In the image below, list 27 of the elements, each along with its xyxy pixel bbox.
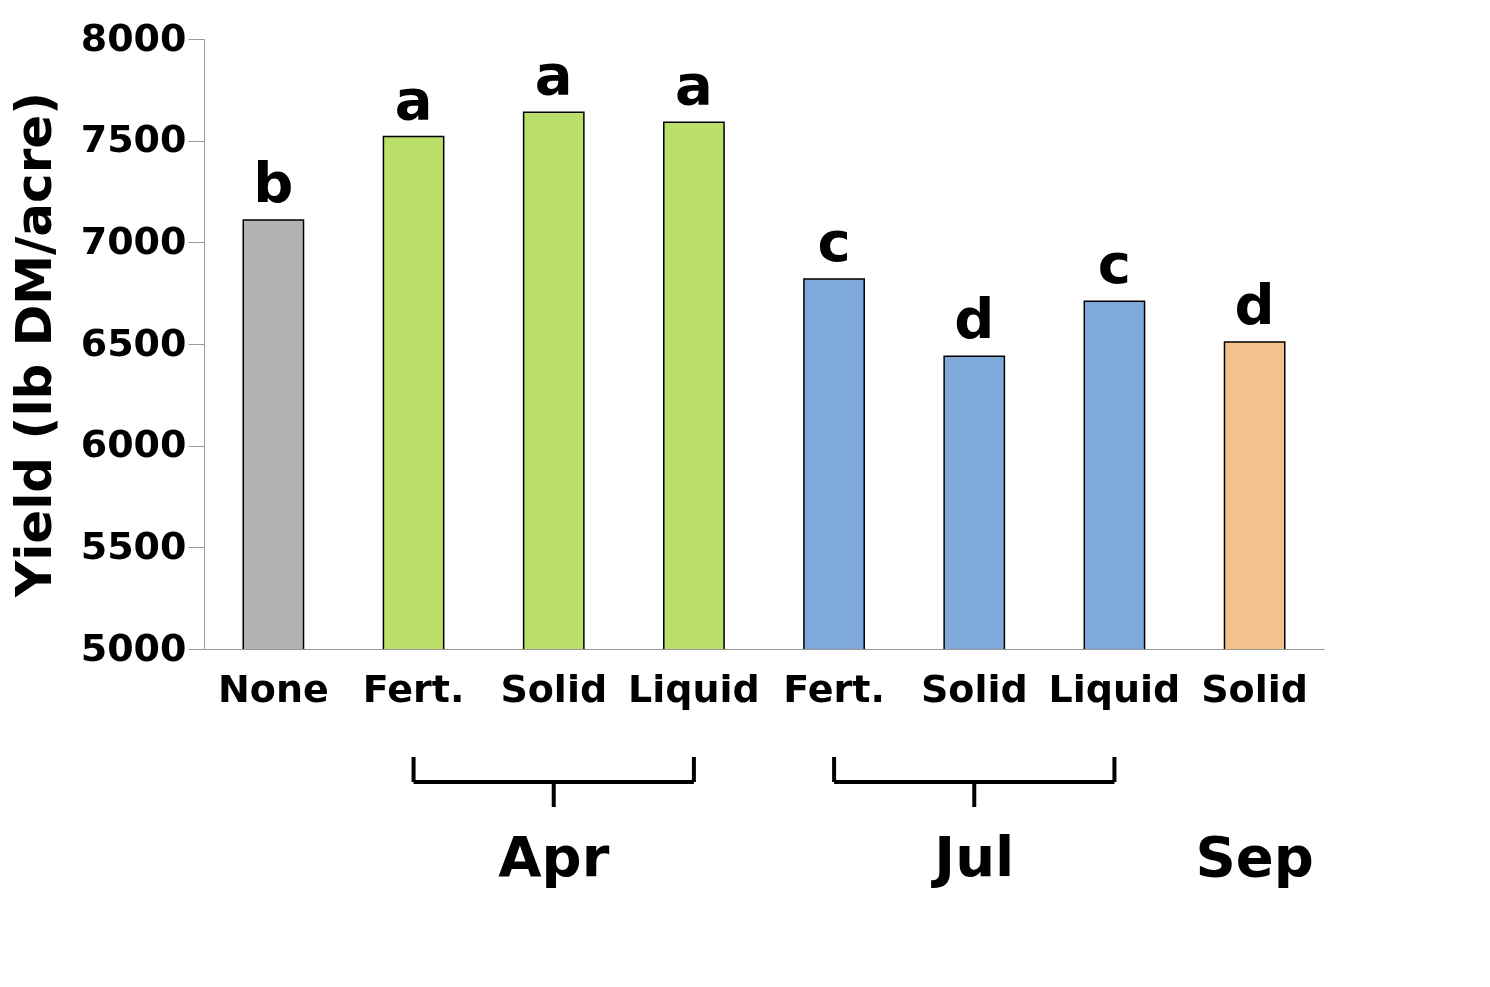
x-tick-label: Liquid (628, 666, 760, 711)
x-tick-label: Solid (500, 666, 608, 711)
data-label: c (1097, 231, 1132, 297)
y-tick-label: 6500 (80, 320, 187, 365)
x-tick-label: Fert. (783, 666, 885, 711)
data-label: a (534, 42, 573, 108)
x-tick-label: Solid (920, 666, 1028, 711)
x-tick-label: Solid (1201, 666, 1308, 711)
y-tick-label: 7500 (80, 117, 187, 162)
data-label: d (954, 286, 995, 352)
x-tick-label: Liquid (1048, 666, 1181, 711)
data-label: b (253, 149, 294, 215)
text: Jul (930, 824, 1015, 889)
data-label: a (675, 52, 713, 118)
text: Apr (498, 824, 610, 889)
y-tick-label: 8000 (80, 15, 187, 60)
data-label: c (817, 208, 851, 274)
y-axis-title: Yield (lb DM/acre) (4, 91, 63, 599)
y-tick-label: 5000 (80, 625, 187, 670)
y-tick-label: 5500 (80, 523, 187, 568)
data-label: a (394, 66, 433, 132)
x-tick-label: Fert. (362, 666, 465, 711)
data-label: d (1234, 271, 1275, 337)
y-tick-label: 7000 (80, 218, 187, 263)
x-tick-label: None (218, 666, 329, 711)
y-tick-label: 6000 (80, 422, 187, 467)
text: Sep (1195, 824, 1314, 889)
